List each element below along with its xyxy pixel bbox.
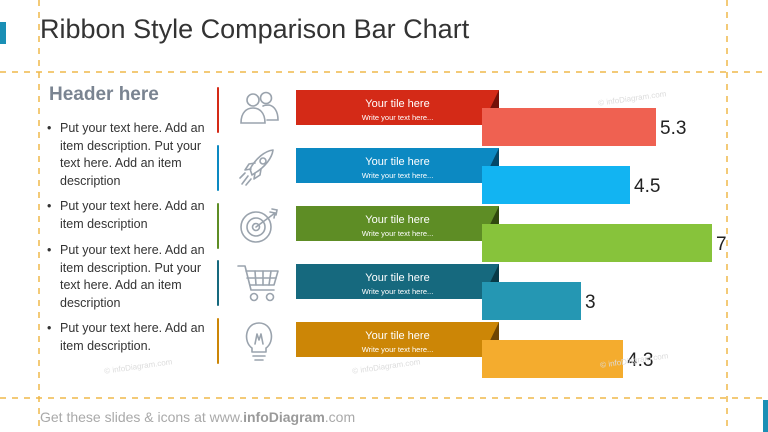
bar (482, 108, 656, 146)
tile-title: Your tile here (365, 330, 429, 342)
ribbon-tile (296, 206, 499, 241)
value-label: 3 (585, 292, 596, 313)
bullet-item: • Put your text here. Add an item descri… (47, 320, 212, 355)
footer-prefix: Get these slides & icons at www. (40, 409, 244, 425)
bullet-item: • Put your text here. Add an item descri… (47, 242, 212, 312)
shopping-cart-icon (237, 265, 279, 302)
row-separator (217, 203, 219, 249)
bullet-text: Put your text here. Add an item descript… (60, 321, 205, 353)
bullet-text: Put your text here. Add an item descript… (60, 243, 205, 310)
bullet-item: • Put your text here. Add an item descri… (47, 120, 212, 190)
tile-title: Your tile here (365, 98, 429, 110)
bullet-dot: • (47, 243, 52, 257)
row-separator (217, 145, 219, 191)
title-accent-tab (0, 22, 6, 44)
row-separator (217, 318, 219, 364)
tile-subtitle: Write your text here... (362, 345, 434, 354)
bullet-item: • Put your text here. Add an item descri… (47, 198, 212, 233)
tile-title: Your tile here (365, 156, 429, 168)
value-label: 7 (716, 234, 727, 255)
slide-title: Ribbon Style Comparison Bar Chart (40, 14, 470, 44)
bullet-dot: • (47, 199, 52, 213)
tile-title: Your tile here (365, 214, 429, 226)
rocket-icon (239, 149, 274, 186)
tile-subtitle: Write your text here... (362, 171, 434, 180)
footer-suffix: .com (324, 409, 356, 425)
target-icon (240, 208, 278, 243)
tile-subtitle: Write your text here... (362, 229, 434, 238)
bullet-dot: • (47, 321, 52, 335)
row-separator (217, 87, 219, 133)
bullet-dot: • (47, 121, 52, 135)
tile-subtitle: Write your text here... (362, 113, 434, 122)
corner-accent-tab (763, 400, 768, 432)
ribbon-tile (296, 322, 499, 357)
lightbulb-icon (245, 322, 273, 361)
ribbon-tile (296, 264, 499, 299)
ribbon-tile (296, 148, 499, 183)
bullet-text: Put your text here. Add an item descript… (60, 121, 205, 188)
users-icon (240, 91, 279, 124)
bar (482, 282, 581, 320)
bullet-text: Put your text here. Add an item descript… (60, 199, 205, 231)
tile-subtitle: Write your text here... (362, 287, 434, 296)
footer: Get these slides & icons at www.infoDiag… (40, 409, 355, 425)
bar (482, 166, 630, 204)
footer-brand: infoDiagram (243, 409, 325, 425)
bar (482, 224, 712, 262)
row-separator (217, 260, 219, 306)
value-label: 4.3 (627, 350, 653, 371)
bar (482, 340, 623, 378)
value-label: 5.3 (660, 118, 686, 139)
ribbon-tile (296, 90, 499, 125)
value-label: 4.5 (634, 176, 660, 197)
sidebar-header: Header here (49, 84, 159, 105)
tile-title: Your tile here (365, 272, 429, 284)
